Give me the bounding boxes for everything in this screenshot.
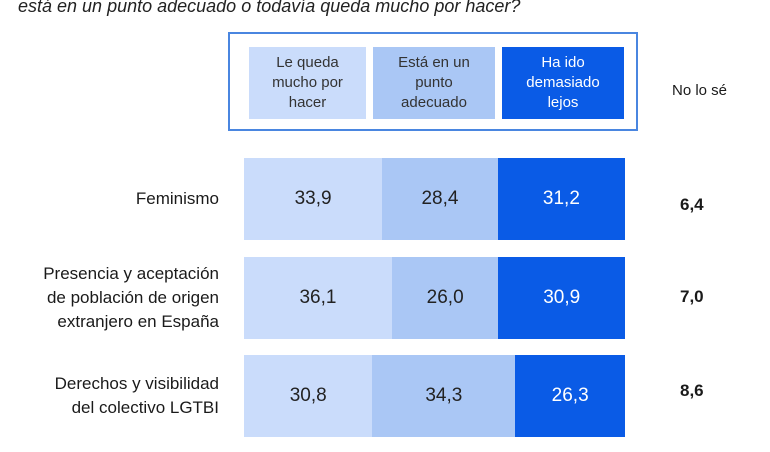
data-label: 28,4 <box>421 188 459 209</box>
data-label: 31,2 <box>542 188 580 209</box>
category-label: Derechos y visibilidad del colectivo LGTB… <box>0 355 219 437</box>
category-label-line: Presencia y aceptación <box>43 264 219 283</box>
bar-segment: 33,9 <box>244 158 383 240</box>
category-label: Feminismo <box>0 158 219 240</box>
legend-label: Está en un punto adecuado <box>398 54 470 111</box>
legend-item: Está en un punto adecuado <box>373 47 495 119</box>
bar-segment: 34,3 <box>372 355 516 437</box>
category-label-line: del colectivo LGTBI <box>71 398 219 417</box>
category-label-line: Derechos y visibilidad <box>54 374 219 393</box>
legend <box>228 32 638 131</box>
data-label: 30,8 <box>289 385 327 406</box>
data-label: 36,1 <box>299 287 337 308</box>
category-label-line: de población de origen <box>46 288 219 307</box>
legend-item: Ha ido demasiado lejos <box>502 47 624 119</box>
bar-segment: 30,9 <box>498 257 625 339</box>
bar-segment: 26,3 <box>515 355 625 437</box>
data-label: 34,3 <box>425 385 463 406</box>
no-lo-se-value: 6,4 <box>680 195 704 214</box>
no-lo-se-value: 7,0 <box>680 287 704 306</box>
bar-segment: 26,0 <box>391 257 499 339</box>
data-label: 26,0 <box>426 287 464 308</box>
no-lo-se-value: 8,6 <box>680 381 704 400</box>
data-label: 26,3 <box>551 385 589 406</box>
data-label: 33,9 <box>294 188 332 209</box>
category-label-line: extranjero en España <box>57 312 219 331</box>
bar-segment: 31,2 <box>497 158 625 240</box>
data-label: 30,9 <box>543 287 581 308</box>
legend-label: Ha ido demasiado lejos <box>526 54 600 111</box>
bar-segment: 28,4 <box>382 158 498 240</box>
category-label-line: Feminismo <box>135 189 219 208</box>
bar-segment: 36,1 <box>244 257 392 339</box>
bar-segment: 30,8 <box>244 355 373 437</box>
legend-item: Le queda mucho por hacer <box>249 47 366 119</box>
legend-label: Le queda mucho por hacer <box>272 54 343 111</box>
legend-no-lo-se: No lo sé <box>672 82 728 99</box>
category-label: Presencia y aceptación de población de or… <box>0 257 219 339</box>
question-text: está en un punto adecuado o todavía qued… <box>18 0 521 16</box>
